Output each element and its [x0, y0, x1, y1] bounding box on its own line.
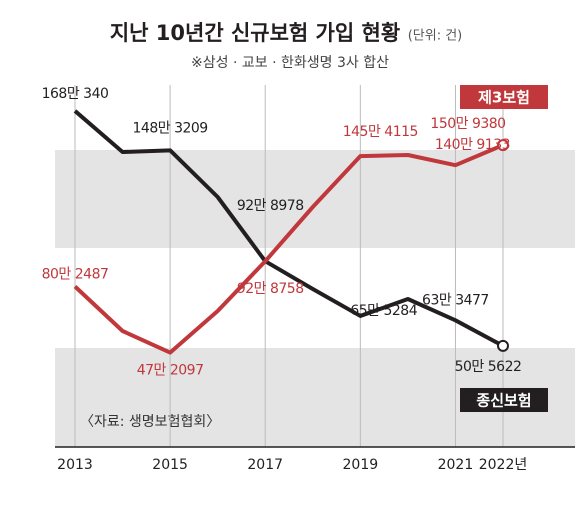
band — [55, 150, 575, 248]
subtitle: ※삼성 · 교보 · 한화생명 3사 합산 — [191, 55, 389, 71]
data-label: 140만 9133 — [435, 137, 510, 153]
data-label: 63만 3477 — [422, 292, 489, 308]
data-label: 47만 2097 — [137, 363, 204, 379]
data-label: 92만 8758 — [237, 281, 304, 297]
x-tick-label: 2015 — [152, 457, 188, 473]
data-label: 145만 4115 — [343, 124, 418, 140]
x-tick-label: 2013 — [57, 457, 93, 473]
end-marker — [497, 339, 509, 352]
data-label: 168만 340 — [42, 86, 109, 102]
legend-label: 종신보험 — [476, 392, 531, 410]
x-tick-label: 2021 — [438, 457, 474, 473]
source: 〈자료: 생명보험협회〉 — [80, 414, 220, 430]
x-tick-label: 2017 — [247, 457, 283, 473]
unit: (단위: 건) — [408, 29, 463, 44]
legend-box — [460, 388, 548, 412]
chart-title: 지난 10년간 신규보험 가입 현황 — [110, 21, 400, 45]
end-marker — [497, 139, 509, 152]
data-label: 80만 2487 — [42, 267, 109, 283]
legend-box — [460, 85, 548, 109]
data-label: 148만 3209 — [133, 120, 208, 136]
data-label: 50만 5622 — [455, 359, 522, 375]
data-label: 150만 9380 — [430, 116, 505, 132]
x-tick-label: 2019 — [343, 457, 379, 473]
line — [73, 109, 504, 348]
data-label: 92만 8978 — [237, 198, 304, 214]
x-tick-label: 2022년 — [479, 457, 528, 473]
data-label: 65만 5284 — [350, 303, 417, 319]
line — [73, 143, 504, 355]
legend-label: 제3보험 — [478, 89, 530, 107]
